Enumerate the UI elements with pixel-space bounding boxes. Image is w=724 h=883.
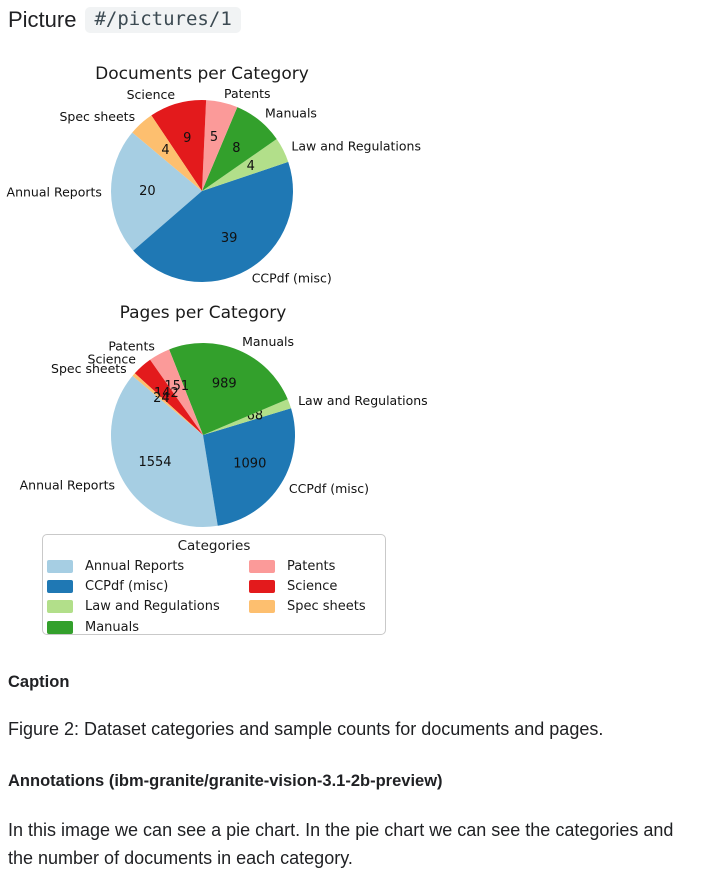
pie-label-law-and-regulations: Law and Regulations xyxy=(298,393,428,408)
annotations-heading: Annotations (ibm-granite/granite-vision-… xyxy=(8,772,443,790)
pie-slice-ccpdf-misc- xyxy=(203,408,296,526)
pie-label-manuals: Manuals xyxy=(265,106,317,121)
picture-header: Picture #/pictures/1 xyxy=(8,5,241,35)
pie-value-spec-sheets: 4 xyxy=(161,143,169,158)
documents-pie-chart: 20 Annual Reports 39 CCPdf (misc) 4 Law and R… xyxy=(7,64,421,285)
legend-item: Law and Regulations xyxy=(47,597,249,617)
chart-title: Documents per Category xyxy=(95,64,309,84)
pie-value-annual-reports: 1554 xyxy=(138,455,171,470)
pie-slice-patents xyxy=(150,349,203,435)
pie-value-manuals: 989 xyxy=(212,377,237,392)
pie-value-patents: 5 xyxy=(210,130,218,145)
pie-label-patents: Patents xyxy=(224,86,271,101)
pie-label-ccpdf-misc-: CCPdf (misc) xyxy=(252,270,332,285)
legend-item-label: Law and Regulations xyxy=(85,599,220,615)
pie-value-science: 9 xyxy=(183,131,191,146)
legend-item-label: Manuals xyxy=(85,619,140,635)
pie-label-ccpdf-misc-: CCPdf (misc) xyxy=(289,481,369,496)
pie-label-manuals: Manuals xyxy=(242,334,294,349)
pie-value-spec-sheets: 24 xyxy=(153,391,170,406)
pie-value-ccpdf-misc-: 1090 xyxy=(233,457,266,472)
legend-item: Patents xyxy=(249,556,385,576)
legend-item-label: Spec sheets xyxy=(287,599,366,615)
pie-slice-law-and-regulations xyxy=(202,139,289,191)
picture-reference-code: #/pictures/1 xyxy=(85,7,241,33)
pie-slice-annual-reports xyxy=(111,132,202,251)
pie-slice-science xyxy=(151,99,207,191)
legend-title: Categories xyxy=(177,538,251,554)
pie-value-manuals: 8 xyxy=(232,141,240,156)
chart-title: Pages per Category xyxy=(120,303,287,323)
legend-item-label: CCPdf (misc) xyxy=(85,578,169,594)
pie-label-annual-reports: Annual Reports xyxy=(7,184,102,199)
pie-slice-manuals xyxy=(202,107,277,191)
pie-label-patents: Patents xyxy=(108,338,155,353)
pie-slice-patents xyxy=(202,100,238,191)
annotation-paragraph: In this image we can see a pie chart. In… xyxy=(8,816,724,873)
pie-label-spec-sheets: Spec sheets xyxy=(59,109,135,124)
legend-item: Science xyxy=(249,576,385,596)
legend-item-label: Annual Reports xyxy=(85,558,185,574)
legend-item: Annual Reports xyxy=(47,556,249,576)
legend-item: Spec sheets xyxy=(249,597,385,617)
figure-caption-text: Figure 2: Dataset categories and sample … xyxy=(8,719,604,739)
caption-heading: Caption xyxy=(8,673,70,691)
pie-slice-annual-reports xyxy=(110,375,218,528)
legend-swatch xyxy=(249,559,275,573)
legend-swatch xyxy=(47,559,73,573)
pie-slice-spec-sheets xyxy=(132,115,202,191)
pie-slice-law-and-regulations xyxy=(203,399,292,435)
pie-slice-ccpdf-misc- xyxy=(133,161,293,282)
legend-swatch xyxy=(47,579,73,593)
legend-swatch xyxy=(47,620,73,634)
annotation-line: In this image we can see a pie chart. In… xyxy=(8,820,674,840)
pie-value-ccpdf-misc-: 39 xyxy=(221,231,238,246)
pie-value-annual-reports: 20 xyxy=(139,184,156,199)
legend-swatch xyxy=(47,600,73,614)
pie-label-spec-sheets: Spec sheets xyxy=(51,361,127,376)
pie-slice-spec-sheets xyxy=(132,373,203,435)
legend-item: Manuals xyxy=(47,617,249,637)
legend-swatch xyxy=(249,579,275,593)
pie-slice-manuals xyxy=(169,343,288,435)
categories-legend: Categories Annual Reports CCPdf (misc) Law… xyxy=(42,534,386,635)
pie-label-science: Science xyxy=(88,352,137,367)
pie-label-law-and-regulations: Law and Regulations xyxy=(291,139,421,154)
legend-item-label: Science xyxy=(287,578,338,594)
pie-label-annual-reports: Annual Reports xyxy=(20,478,115,493)
pie-value-law-and-regulations: 4 xyxy=(247,159,255,174)
legend-item: CCPdf (misc) xyxy=(47,576,249,596)
page-title: Picture xyxy=(8,7,77,32)
legend-item-label: Patents xyxy=(287,558,336,574)
pie-label-science: Science xyxy=(127,87,176,102)
legend-grid: Annual Reports CCPdf (misc) Law and Regula… xyxy=(43,555,385,637)
pie-slice-science xyxy=(134,359,203,435)
annotation-line: the number of documents in each category… xyxy=(8,848,353,869)
legend-swatch xyxy=(249,600,275,614)
